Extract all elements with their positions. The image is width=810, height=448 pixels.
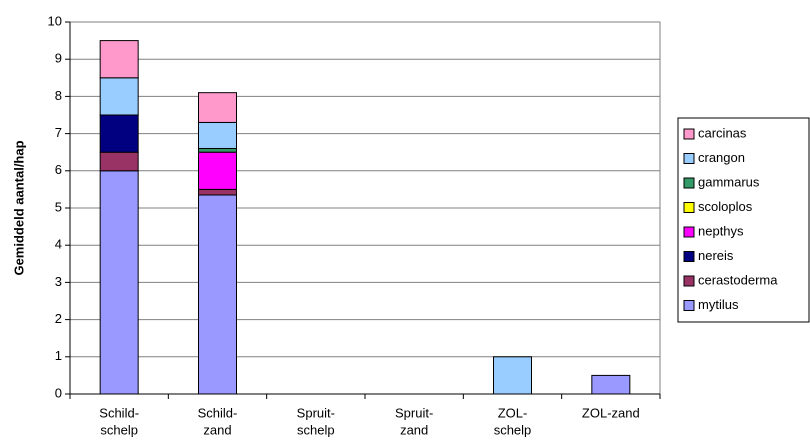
y-tick-label: 6 [55,162,62,177]
bar-segment [198,194,237,395]
y-tick-label: 3 [55,274,62,289]
y-tick-label: 2 [55,311,62,326]
x-tick-label: Schild- [198,405,238,420]
x-tick-label: zand [203,422,231,437]
bar-segment [198,121,237,149]
y-tick-label: 4 [55,237,62,252]
x-tick-label: ZOL- [498,405,528,420]
x-tick-label: Schild- [99,405,139,420]
bar-segment [493,356,532,395]
bar-segment [198,151,237,190]
y-tick-label: 10 [48,13,62,28]
x-tick-label: schelp [100,422,138,437]
legend-swatch [683,275,695,287]
bar-segment [99,77,139,116]
legend-swatch [683,300,695,311]
y-tick-label: 1 [55,348,62,363]
legend-label: nereis [698,248,734,263]
x-tick-label: schelp [494,422,532,437]
bar-segment [198,92,237,123]
legend-label: nepthys [698,223,744,238]
x-tick-label: schelp [297,422,335,437]
y-tick-label: 0 [55,385,62,400]
bar-segment [99,170,139,395]
legend-label: crangon [698,150,745,165]
bar-segment [591,374,631,395]
y-tick-label: 8 [55,88,62,103]
legend-swatch [683,177,695,189]
y-tick-label: 7 [55,125,62,140]
x-tick-label: zand [400,422,428,437]
x-tick-label: Spruit- [395,405,433,420]
legend-swatch [683,153,695,164]
legend-swatch [683,251,695,262]
bar-segment [99,151,139,172]
bar-segment [99,40,139,79]
legend-swatch [683,128,695,140]
y-tick-label: 9 [55,51,62,66]
bar-segment [198,147,237,153]
legend-label: carcinas [698,125,747,140]
legend-label: mytilus [698,297,739,312]
x-tick-label: Spruit- [297,405,335,420]
bar-segment [99,114,139,153]
legend-label: cerastoderma [698,272,778,287]
bar-segment [198,188,237,196]
x-tick-label: ZOL-zand [582,405,640,420]
legend-label: scoloplos [698,199,753,214]
y-tick-label: 5 [55,199,62,214]
legend-swatch [683,226,695,238]
legend-box [677,117,810,323]
legend-label: gammarus [698,174,760,189]
y-axis-title: Gemiddeld aantal/hap [11,140,26,275]
legend-swatch [683,202,695,213]
